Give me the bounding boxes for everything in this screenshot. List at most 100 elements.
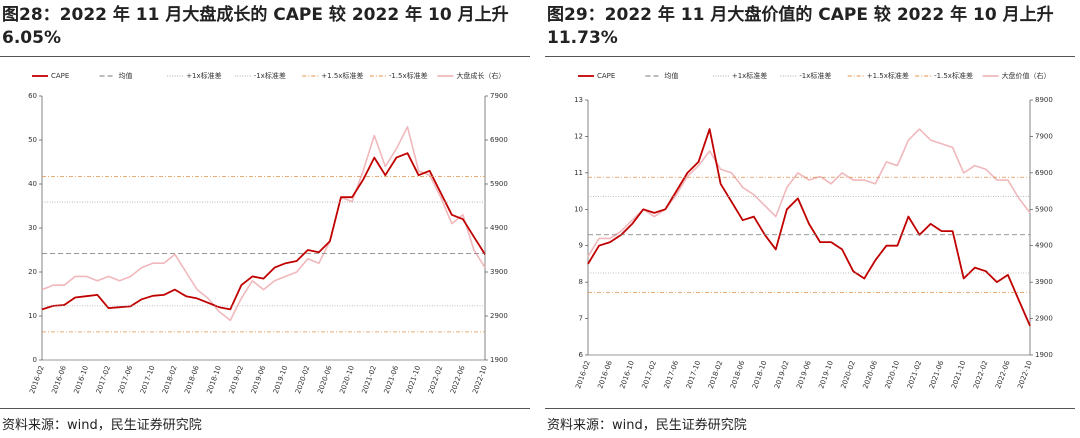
y2-tick-label: 8900 bbox=[1035, 96, 1053, 104]
chart-title: 图28：2022 年 11 月大盘成长的 CAPE 较 2022 年 10 月上… bbox=[2, 5, 509, 48]
legend-label: 大盘成长（右） bbox=[456, 71, 505, 80]
y2-tick-label: 6900 bbox=[1035, 169, 1053, 177]
x-tick-label: 2019-06 bbox=[795, 359, 813, 390]
x-tick-label: 2018-02 bbox=[161, 365, 179, 395]
y2-tick-label: 5900 bbox=[490, 180, 508, 188]
x-tick-label: 2022-06 bbox=[449, 364, 467, 395]
x-tick-label: 2019-06 bbox=[250, 364, 268, 395]
chart-panel: 图28：2022 年 11 月大盘成长的 CAPE 较 2022 年 10 月上… bbox=[0, 0, 535, 438]
title-rule bbox=[545, 56, 1075, 57]
chart: 6 7 8 9 10 11 12 13 1900 2900 3900 4900 5900 6900 7900… bbox=[574, 71, 1053, 390]
y-tick-label: 6 bbox=[579, 351, 584, 359]
chart-title: 图29：2022 年 11 月大盘价值的 CAPE 较 2022 年 10 月上… bbox=[547, 5, 1054, 48]
x-tick-label: 2019-10 bbox=[817, 360, 835, 390]
x-tick-label: 2020-02 bbox=[294, 365, 312, 395]
y-tick-label: 12 bbox=[574, 132, 583, 140]
chart-panel: 图29：2022 年 11 月大盘价值的 CAPE 较 2022 年 10 月上… bbox=[545, 0, 1080, 438]
y-tick-label: 7 bbox=[579, 315, 583, 323]
x-tick-label: 2016-02 bbox=[28, 365, 46, 395]
legend-label: +1x标准差 bbox=[186, 71, 221, 80]
y2-tick-label: 4900 bbox=[1035, 242, 1053, 250]
title-rule bbox=[0, 56, 530, 57]
legend-label: -1.5x标准差 bbox=[389, 71, 428, 80]
footer-rule bbox=[545, 408, 1075, 409]
x-tick-label: 2021-02 bbox=[360, 365, 378, 395]
x-tick-label: 2016-06 bbox=[50, 364, 68, 395]
legend-label: -1x标准差 bbox=[254, 71, 286, 80]
chart: 0 10 20 30 40 50 60 1900 2900 3900 4900 5900 6900 790… bbox=[28, 71, 508, 395]
footer-rule bbox=[0, 408, 530, 409]
legend-label: -1.5x标准差 bbox=[934, 71, 973, 80]
x-tick-label: 2022-02 bbox=[427, 365, 445, 395]
source-note: 资料来源：wind，民生证券研究院 bbox=[547, 418, 747, 433]
y2-tick-label: 2900 bbox=[490, 312, 508, 320]
legend-label: +1x标准差 bbox=[732, 71, 767, 80]
legend-label: -1x标准差 bbox=[799, 71, 831, 80]
x-tick-label: 2019-02 bbox=[228, 365, 246, 395]
series-line bbox=[41, 126, 486, 322]
y-tick-label: 60 bbox=[28, 92, 37, 100]
x-tick-label: 2021-06 bbox=[928, 359, 946, 390]
y2-tick-label: 7900 bbox=[490, 92, 508, 100]
y2-tick-label: 3900 bbox=[1035, 278, 1053, 286]
y2-tick-label: 4900 bbox=[490, 224, 508, 232]
legend-label: CAPE bbox=[51, 72, 69, 80]
legend-label: 均值 bbox=[664, 71, 678, 80]
x-tick-label: 2017-02 bbox=[95, 365, 113, 395]
x-tick-label: 2022-02 bbox=[972, 360, 990, 390]
y2-tick-label: 1900 bbox=[490, 356, 508, 364]
x-tick-label: 2018-10 bbox=[751, 360, 769, 390]
x-tick-label: 2021-02 bbox=[906, 360, 924, 390]
x-tick-label: 2016-10 bbox=[73, 365, 91, 395]
y2-tick-label: 3900 bbox=[490, 268, 508, 276]
y-tick-label: 30 bbox=[28, 224, 37, 232]
x-tick-label: 2020-06 bbox=[862, 359, 880, 390]
y-tick-label: 11 bbox=[574, 169, 583, 177]
y-tick-label: 8 bbox=[579, 278, 583, 286]
x-tick-label: 2016-06 bbox=[596, 359, 614, 390]
x-tick-label: 2017-06 bbox=[117, 364, 135, 395]
x-tick-label: 2020-06 bbox=[316, 364, 334, 395]
x-tick-label: 2022-06 bbox=[994, 359, 1012, 390]
y-tick-label: 9 bbox=[579, 242, 583, 250]
x-tick-label: 2018-06 bbox=[729, 359, 747, 390]
y-tick-label: 20 bbox=[28, 268, 37, 276]
legend-label: 大盘价值（右） bbox=[1002, 71, 1051, 80]
series-line bbox=[587, 128, 1031, 327]
y-tick-label: 10 bbox=[28, 312, 37, 320]
x-tick-label: 2018-02 bbox=[707, 360, 725, 390]
x-tick-label: 2016-10 bbox=[618, 360, 636, 390]
x-tick-label: 2022-10 bbox=[471, 365, 489, 395]
legend-label: +1.5x标准差 bbox=[321, 71, 363, 80]
x-tick-label: 2018-06 bbox=[183, 364, 201, 395]
series-line bbox=[587, 128, 1031, 258]
legend-label: 均值 bbox=[119, 71, 133, 80]
x-tick-label: 2017-02 bbox=[641, 360, 659, 390]
legend-label: +1.5x标准差 bbox=[867, 71, 909, 80]
x-tick-label: 2021-10 bbox=[950, 360, 968, 390]
series-line bbox=[41, 152, 486, 311]
y2-tick-label: 5900 bbox=[1035, 205, 1053, 213]
source-note: 资料来源：wind，民生证券研究院 bbox=[2, 418, 202, 433]
y-tick-label: 10 bbox=[574, 205, 583, 213]
x-tick-label: 2019-02 bbox=[773, 360, 791, 390]
x-tick-label: 2017-10 bbox=[685, 360, 703, 390]
x-tick-label: 2021-06 bbox=[383, 364, 401, 395]
y2-tick-label: 6900 bbox=[490, 136, 508, 144]
x-tick-label: 2017-06 bbox=[663, 359, 681, 390]
x-tick-label: 2017-10 bbox=[139, 365, 157, 395]
y2-tick-label: 7900 bbox=[1035, 132, 1053, 140]
x-tick-label: 2016-02 bbox=[574, 360, 592, 390]
x-tick-label: 2019-10 bbox=[272, 365, 290, 395]
y-tick-label: 40 bbox=[28, 180, 37, 188]
y-tick-label: 13 bbox=[574, 96, 583, 104]
x-tick-label: 2018-10 bbox=[205, 365, 223, 395]
x-tick-label: 2020-10 bbox=[884, 360, 902, 390]
x-tick-label: 2020-02 bbox=[839, 360, 857, 390]
x-tick-label: 2020-10 bbox=[338, 365, 356, 395]
x-tick-label: 2021-10 bbox=[405, 365, 423, 395]
x-tick-label: 2022-10 bbox=[1016, 360, 1034, 390]
y2-tick-label: 2900 bbox=[1035, 315, 1053, 323]
y-tick-label: 50 bbox=[28, 136, 37, 144]
